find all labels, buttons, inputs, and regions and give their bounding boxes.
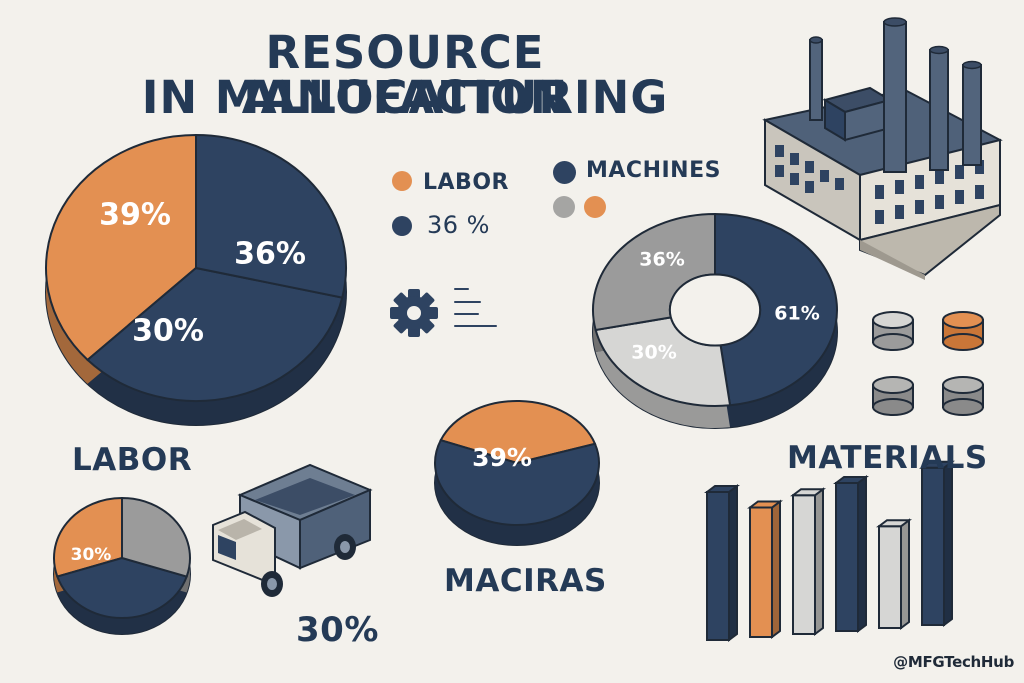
pie-slice-label: 39% xyxy=(472,443,532,472)
page-title-line-2: IN MANUFACTURING xyxy=(141,71,669,124)
legend-item-labor: LABOR xyxy=(423,170,509,195)
factory-icon xyxy=(762,17,1003,280)
bar xyxy=(833,475,869,633)
donut-hole xyxy=(668,273,762,347)
pie-slice-label: 61% xyxy=(774,303,819,325)
bar-chart xyxy=(704,459,955,642)
pie-slice-label: 30% xyxy=(631,342,676,364)
bar xyxy=(747,499,783,639)
legend-item-value: 36 % xyxy=(427,211,490,239)
material-tokens xyxy=(872,311,984,416)
pie-chart-4: 30% xyxy=(53,496,191,635)
pie-slice xyxy=(86,266,344,402)
bar xyxy=(876,518,912,630)
pie-slice-label: 30% xyxy=(71,545,112,565)
pie-slice-label: 36% xyxy=(639,249,684,271)
materials-label: MATERIALS xyxy=(787,440,988,476)
gear-icon xyxy=(390,288,497,337)
bar xyxy=(919,459,955,627)
pie-slice xyxy=(53,496,123,578)
pie-chart-2: 61% 30% 36% xyxy=(592,212,838,429)
truck-icon xyxy=(212,463,373,597)
legend-dot-machines xyxy=(553,161,576,184)
bar xyxy=(704,484,740,642)
pie-slice xyxy=(56,556,188,619)
pie-chart-1: 39% 36% 30% xyxy=(45,133,347,426)
page-title-line-1: RESOURCE ALLOCATION xyxy=(241,26,569,124)
labor-label: LABOR xyxy=(72,442,193,478)
bar xyxy=(790,487,826,636)
truck-value-label: 30% xyxy=(296,610,379,650)
pie-slice xyxy=(434,438,600,526)
legend-item-machines: MACHINES xyxy=(586,158,721,183)
pie-slice xyxy=(195,133,347,299)
maciras-label: MACIRAS xyxy=(444,563,607,599)
pie-slice xyxy=(45,133,197,362)
pie-slice-label: 39% xyxy=(99,198,171,233)
social-handle: @MFGTechHub xyxy=(893,653,1014,671)
legend-dot-gray xyxy=(553,196,575,218)
pie-slice-label: 36% xyxy=(234,237,306,272)
pie-chart-3: 39% xyxy=(434,400,600,546)
pie-slice xyxy=(121,496,191,578)
legend-dot-orange xyxy=(584,196,606,218)
pie-slice-label: 30% xyxy=(132,314,204,349)
legend-dot-value xyxy=(392,216,412,236)
pie-slice xyxy=(439,400,597,465)
legend-dot-labor xyxy=(392,171,412,191)
